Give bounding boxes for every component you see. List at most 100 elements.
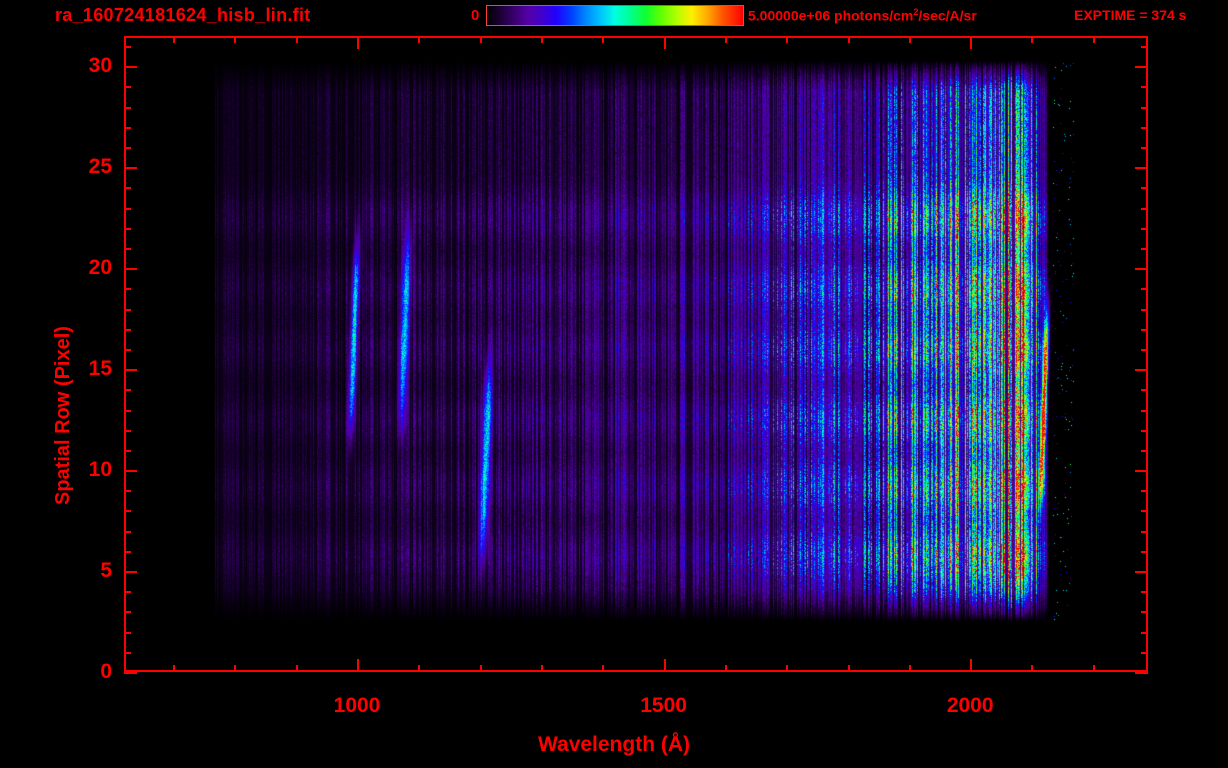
y-major-tick-right [1135, 167, 1148, 169]
y-minor-tick [124, 107, 131, 109]
y-major-tick-right [1135, 571, 1148, 573]
y-minor-tick-right [1141, 147, 1148, 149]
y-minor-tick [124, 389, 131, 391]
y-minor-tick [124, 450, 131, 452]
x-axis-title: Wavelength (Å) [537, 733, 691, 756]
x-major-tick [357, 659, 359, 672]
y-minor-tick-right [1141, 329, 1148, 331]
y-minor-tick [124, 187, 131, 189]
y-major-tick-right [1135, 672, 1148, 674]
y-minor-tick-right [1141, 309, 1148, 311]
y-minor-tick-right [1141, 248, 1148, 250]
y-minor-tick-right [1141, 652, 1148, 654]
y-minor-tick [124, 551, 131, 553]
y-minor-tick-right [1141, 551, 1148, 553]
y-minor-tick [124, 228, 131, 230]
y-minor-tick-right [1141, 430, 1148, 432]
x-minor-tick [602, 665, 604, 672]
file-title: ra_160724181624_hisb_lin.fit [55, 5, 311, 25]
y-minor-tick [124, 611, 131, 613]
x-minor-tick [541, 665, 543, 672]
x-minor-tick-top [786, 36, 788, 43]
y-minor-tick-right [1141, 288, 1148, 290]
y-major-tick-right [1135, 268, 1148, 270]
x-minor-tick-top [602, 36, 604, 43]
y-major-tick-right [1135, 66, 1148, 68]
x-minor-tick [1031, 665, 1033, 672]
y-minor-tick-right [1141, 410, 1148, 412]
y-major-tick [124, 66, 137, 68]
x-tick-label: 1500 [640, 694, 687, 717]
colorbar-max-value: 5.00000e+06 [748, 7, 831, 24]
y-minor-tick [124, 46, 131, 48]
y-tick-label: 15 [88, 357, 112, 381]
exptime-label: EXPTIME = 374 s [1074, 7, 1187, 23]
y-minor-tick [124, 591, 131, 593]
x-minor-tick [786, 665, 788, 672]
x-major-tick [664, 659, 666, 672]
x-major-tick [970, 659, 972, 672]
y-minor-tick-right [1141, 632, 1148, 634]
x-minor-tick [909, 665, 911, 672]
y-major-tick [124, 268, 137, 270]
x-minor-tick-top [909, 36, 911, 43]
y-minor-tick [124, 86, 131, 88]
y-minor-tick [124, 430, 131, 432]
y-minor-tick-right [1141, 611, 1148, 613]
y-major-tick [124, 167, 137, 169]
y-minor-tick [124, 410, 131, 412]
x-minor-tick [296, 665, 298, 672]
y-minor-tick-right [1141, 228, 1148, 230]
y-minor-tick-right [1141, 349, 1148, 351]
x-minor-tick-top [1093, 36, 1095, 43]
y-major-tick-right [1135, 369, 1148, 371]
x-minor-tick [1093, 665, 1095, 672]
y-minor-tick [124, 652, 131, 654]
colorbar-max-label: 5.00000e+06 photons/cm2/sec/A/sr [748, 8, 977, 23]
y-major-tick [124, 571, 137, 573]
x-major-tick-top [970, 36, 972, 49]
y-tick-label: 20 [88, 256, 112, 280]
y-tick-label: 30 [88, 54, 112, 78]
y-minor-tick-right [1141, 389, 1148, 391]
x-minor-tick-top [541, 36, 543, 43]
x-major-tick-top [357, 36, 359, 49]
y-minor-tick [124, 531, 131, 533]
y-minor-tick-right [1141, 46, 1148, 48]
y-minor-tick [124, 248, 131, 250]
y-minor-tick [124, 147, 131, 149]
y-tick-label: 5 [100, 559, 112, 583]
x-minor-tick-top [234, 36, 236, 43]
y-tick-label: 25 [88, 155, 112, 179]
x-minor-tick [725, 665, 727, 672]
x-minor-tick-top [1031, 36, 1033, 43]
spectrogram-image [124, 36, 1148, 672]
y-minor-tick-right [1141, 208, 1148, 210]
x-major-tick-top [664, 36, 666, 49]
x-tick-label: 1000 [333, 694, 381, 717]
y-minor-tick-right [1141, 86, 1148, 88]
colorbar-units-exponent: 2 [913, 7, 919, 17]
x-minor-tick-top [480, 36, 482, 43]
y-minor-tick-right [1141, 591, 1148, 593]
y-minor-tick [124, 288, 131, 290]
y-minor-tick [124, 329, 131, 331]
x-minor-tick-top [418, 36, 420, 43]
y-major-tick-right [1135, 470, 1148, 472]
x-minor-tick [234, 665, 236, 672]
y-tick-label: 10 [88, 458, 112, 482]
y-minor-tick-right [1141, 127, 1148, 129]
y-minor-tick-right [1141, 450, 1148, 452]
y-tick-label: 0 [100, 660, 112, 683]
x-minor-tick [480, 665, 482, 672]
y-minor-tick [124, 510, 131, 512]
colorbar-units-suffix: /sec/A/sr [918, 7, 977, 24]
x-minor-tick [848, 665, 850, 672]
y-minor-tick-right [1141, 187, 1148, 189]
y-major-tick [124, 470, 137, 472]
y-axis-title: Spatial Row (Pixel) [52, 326, 74, 505]
y-minor-tick [124, 490, 131, 492]
x-minor-tick-top [173, 36, 175, 43]
y-minor-tick-right [1141, 107, 1148, 109]
